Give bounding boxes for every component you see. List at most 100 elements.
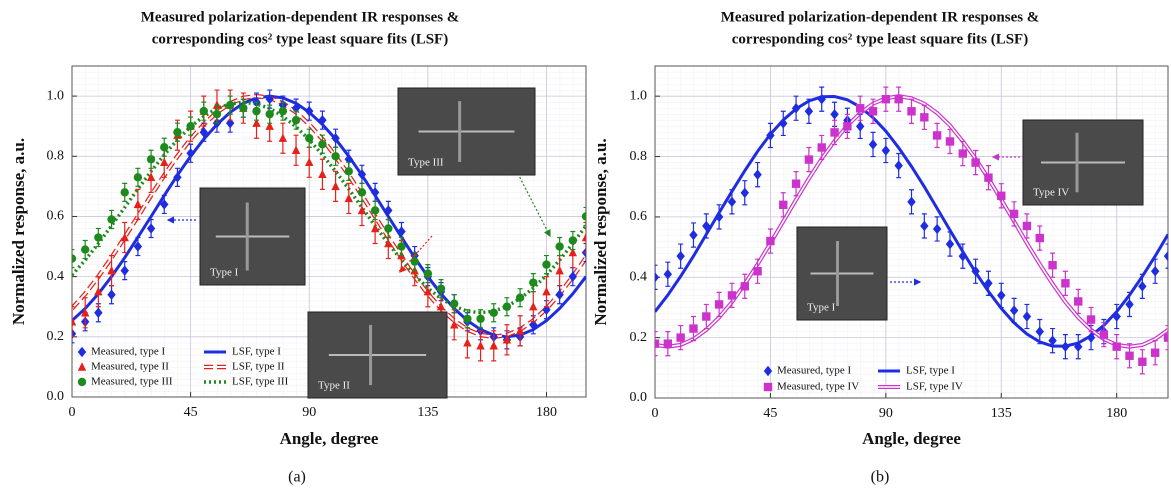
marker	[971, 266, 980, 277]
legend-label: LSF, type I	[232, 346, 281, 358]
marker	[278, 106, 288, 116]
marker	[450, 320, 459, 329]
marker	[663, 269, 673, 280]
marker	[94, 307, 103, 318]
x-tick-label: 180	[536, 405, 557, 420]
marker	[94, 286, 103, 296]
error-bar	[72, 248, 75, 269]
error-bar	[1165, 324, 1168, 351]
marker	[265, 93, 274, 105]
marker	[1138, 357, 1147, 366]
y-tick-label: 1.0	[630, 88, 648, 103]
marker	[997, 290, 1006, 301]
marker	[173, 128, 182, 137]
marker	[173, 172, 182, 183]
marker	[146, 155, 156, 164]
marker	[80, 308, 90, 317]
error-bar	[583, 221, 586, 254]
chart-title: corresponding cos² type least square fit…	[732, 31, 1028, 47]
marker	[120, 232, 129, 242]
marker	[791, 103, 801, 114]
marker	[318, 114, 327, 126]
marker	[529, 302, 538, 311]
marker	[450, 299, 459, 308]
marker	[199, 106, 208, 116]
panel-label: (a)	[288, 469, 306, 486]
marker	[1150, 348, 1160, 357]
marker	[1048, 335, 1057, 346]
plot-area	[655, 86, 1168, 375]
marker	[1163, 250, 1168, 262]
marker	[753, 169, 762, 180]
marker	[252, 106, 261, 116]
y-axis-label: Normalized response, a.u.	[591, 138, 610, 325]
plot-area	[72, 89, 586, 362]
marker	[489, 308, 498, 317]
marker	[133, 241, 143, 252]
marker	[804, 106, 814, 117]
y-tick-label: 1.0	[47, 88, 65, 103]
marker	[542, 260, 551, 269]
marker	[1150, 266, 1160, 277]
marker	[331, 152, 340, 161]
arrow	[515, 169, 551, 238]
marker	[958, 149, 967, 158]
marker	[107, 215, 116, 224]
marker	[77, 377, 87, 387]
marker	[1048, 261, 1057, 270]
marker	[779, 118, 788, 129]
marker	[766, 236, 775, 246]
error-bar	[583, 206, 586, 227]
marker	[740, 282, 749, 291]
inset-label: Type II	[318, 380, 350, 392]
marker	[305, 105, 314, 117]
marker	[655, 339, 660, 348]
marker	[384, 224, 393, 233]
y-tick-label: 0.0	[630, 390, 648, 405]
marker	[291, 115, 301, 125]
marker	[817, 143, 826, 152]
marker	[753, 267, 762, 276]
marker	[423, 286, 433, 296]
legend-label: Measured, type III	[91, 376, 173, 388]
marker	[529, 319, 538, 330]
marker	[1086, 315, 1096, 324]
x-tick-label: 45	[184, 405, 198, 420]
marker	[817, 94, 826, 105]
marker	[714, 300, 724, 309]
marker	[856, 104, 865, 113]
legend-label: Measured, type IV	[777, 381, 859, 393]
marker	[305, 134, 314, 143]
marker	[331, 181, 340, 191]
marker	[515, 326, 525, 335]
marker	[199, 127, 208, 138]
marker	[945, 238, 955, 250]
inset-label: Type I	[807, 302, 836, 314]
marker	[542, 286, 551, 296]
marker	[463, 314, 472, 323]
error-bar	[655, 331, 658, 357]
plot-frame	[654, 65, 1169, 399]
y-tick-label: 0.4	[47, 269, 65, 284]
marker	[344, 167, 353, 176]
marker	[384, 238, 393, 248]
marker	[278, 133, 288, 142]
marker	[907, 107, 916, 116]
marker	[72, 317, 77, 326]
marker	[239, 103, 248, 113]
marker	[945, 137, 955, 146]
marker	[1112, 311, 1121, 322]
marker	[72, 254, 77, 263]
marker	[476, 341, 485, 350]
error-bar	[72, 306, 75, 338]
y-tick-label: 0.2	[47, 329, 65, 344]
marker	[984, 278, 993, 289]
marker	[463, 338, 472, 347]
y-tick-label: 0.8	[630, 149, 648, 164]
marker	[856, 121, 865, 132]
marker	[186, 148, 195, 159]
marker	[1163, 333, 1168, 342]
marker	[727, 291, 737, 300]
y-tick-label: 0.6	[630, 209, 648, 224]
marker	[146, 172, 156, 182]
